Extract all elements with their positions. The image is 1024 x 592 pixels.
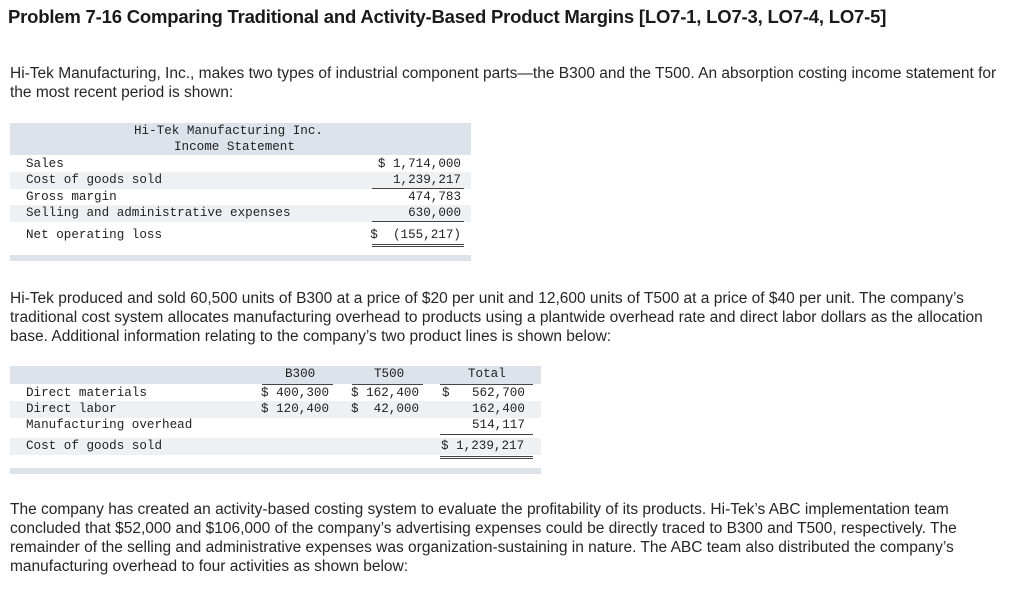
pt-cell-total: 562,700 (472, 386, 525, 400)
pt-cell-t500: $ 42,000 (351, 402, 420, 416)
production-paragraph: Hi-Tek produced and sold 60,500 units of… (10, 290, 983, 345)
table-footer-bar (10, 255, 471, 261)
income-statement-header: Hi-Tek Manufacturing Inc. Income Stateme… (10, 123, 471, 155)
col-header-total: Total (468, 367, 506, 381)
is-row-value: $ 1,714,000 (377, 157, 461, 171)
is-row-sales: Sales $ 1,714,000 (10, 156, 471, 173)
is-row-label: Selling and administrative expenses (26, 206, 291, 220)
product-table-header: B300 T500 Total (10, 366, 541, 384)
is-row-cogs: Cost of goods sold 1,239,217 (10, 172, 471, 189)
intro-paragraph: Hi-Tek Manufacturing, Inc., makes two ty… (10, 65, 997, 101)
col-header-t500: T500 (374, 367, 405, 381)
is-row-value: $ (155,217) (370, 228, 461, 242)
is-row-value: 630,000 (408, 206, 461, 220)
is-row-label: Gross margin (26, 190, 117, 204)
pt-row-label: Direct labor (26, 402, 117, 416)
double-underline (440, 458, 533, 459)
is-row-label: Sales (26, 157, 64, 171)
pt-row-label: Manufacturing overhead (26, 418, 193, 432)
pt-row-manufacturing-overhead: Manufacturing overhead 514,117 (10, 417, 541, 434)
underline (372, 188, 464, 189)
pt-row-label: Cost of goods sold (26, 439, 163, 453)
is-row-label: Cost of goods sold (26, 173, 163, 187)
problem-title: Problem 7-16 Comparing Traditional and A… (8, 6, 887, 27)
pt-cell-total: 162,400 (472, 402, 525, 416)
is-row-gross-margin: Gross margin 474,783 (10, 189, 471, 206)
pt-cell-total: 514,117 (472, 418, 525, 432)
double-underline (372, 246, 464, 247)
pt-cell-total: $ 1,239,217 (441, 439, 525, 453)
pt-row-label: Direct materials (26, 386, 147, 400)
double-underline (372, 244, 464, 245)
is-row-label: Net operating loss (26, 228, 163, 242)
col-header-b300: B300 (285, 367, 316, 381)
underline (440, 384, 533, 385)
pt-cell-b300: $ 400,300 (261, 386, 330, 400)
pt-cell-t500: $ 162,400 (351, 386, 420, 400)
is-row-net-loss: Net operating loss $ (155,217) (10, 227, 471, 244)
pt-cell-total-prefix: $ (442, 386, 450, 400)
pt-row-direct-labor: Direct labor $ 120,400 $ 42,000 162,400 (10, 401, 541, 418)
is-row-value: 1,239,217 (392, 173, 461, 187)
double-underline (440, 456, 533, 457)
is-row-selling-admin: Selling and administrative expenses 630,… (10, 205, 471, 222)
underline (440, 434, 533, 435)
abc-paragraph: The company has created an activity-base… (10, 501, 957, 575)
underline (372, 221, 464, 222)
company-name: Hi-Tek Manufacturing Inc. (134, 124, 323, 138)
product-cost-table: B300 T500 Total Direct materials $ 400,3… (10, 366, 541, 476)
is-row-value: 474,783 (408, 190, 461, 204)
pt-row-cost-of-goods-sold: Cost of goods sold $ 1,239,217 (10, 438, 541, 455)
underline (262, 384, 333, 385)
income-statement-table: Hi-Tek Manufacturing Inc. Income Stateme… (10, 123, 471, 263)
underline (352, 384, 423, 385)
pt-cell-b300: $ 120,400 (261, 402, 330, 416)
pt-row-direct-materials: Direct materials $ 400,300 $ 162,400 $ 5… (10, 385, 541, 402)
statement-title: Income Statement (174, 140, 295, 154)
table-footer-bar (10, 468, 541, 474)
